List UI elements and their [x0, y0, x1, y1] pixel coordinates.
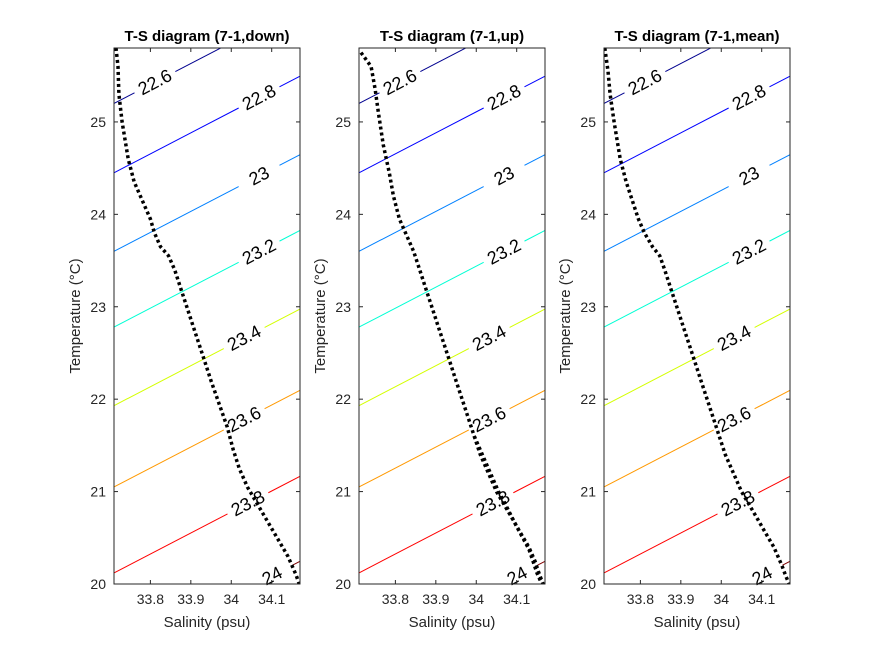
y-tick-label: 24: [90, 206, 106, 222]
y-tick-label: 20: [90, 576, 106, 592]
y-axis-label: Temperature (°C): [67, 258, 84, 373]
contour-line: [359, 186, 484, 252]
contour-line: [264, 308, 300, 328]
contour-line: [524, 75, 545, 88]
contour-line: [359, 107, 484, 174]
x-tick-label: 33.8: [627, 591, 654, 607]
contour-line: [537, 560, 545, 566]
chart-title: T-S diagram (7-1,mean): [614, 28, 779, 45]
x-tick-label: 34: [713, 591, 729, 607]
contour-line: [279, 154, 300, 166]
contour-line: [604, 429, 715, 488]
y-tick-label: 25: [90, 114, 106, 130]
contour-line: [665, 48, 712, 73]
contour-line: [513, 475, 545, 494]
x-axis-label: Salinity (psu): [409, 614, 496, 631]
panel-down: T-S diagram (7-1,down) Salinity (psu) Te…: [67, 28, 301, 631]
plot-area: [114, 48, 300, 584]
contour-line: [359, 429, 470, 488]
y-tick-label: 24: [335, 206, 351, 222]
y-axis-label: Temperature (°C): [557, 258, 574, 373]
ts-profile-line: [604, 48, 790, 584]
contour-line: [359, 92, 380, 104]
x-tick-label: 33.8: [137, 591, 164, 607]
chart-title: T-S diagram (7-1,up): [380, 28, 524, 45]
contour-line: [420, 48, 467, 73]
y-tick-label: 24: [580, 206, 596, 222]
contour-line: [604, 92, 625, 104]
y-tick-label: 20: [580, 576, 596, 592]
y-tick-label: 21: [335, 484, 351, 500]
contour-line: [292, 560, 300, 566]
contour-line: [175, 48, 222, 73]
y-tick-label: 20: [335, 576, 351, 592]
y-tick-label: 23: [580, 299, 596, 315]
x-axis-label: Salinity (psu): [164, 614, 251, 631]
contour-line: [524, 230, 545, 242]
y-tick-label: 25: [335, 114, 351, 130]
axes-box: [603, 47, 791, 585]
contour-line: [114, 107, 239, 174]
y-axis-label: Temperature (°C): [312, 258, 329, 373]
ts-profile-line: [359, 51, 545, 584]
plot-area: [359, 48, 545, 584]
contour-line: [114, 429, 225, 488]
plot-area: [604, 48, 790, 584]
contour-line: [758, 475, 790, 494]
x-tick-label: 33.9: [177, 591, 204, 607]
axes-box: [358, 47, 546, 585]
contour-line: [604, 186, 729, 252]
contour-line: [509, 389, 545, 410]
x-tick-label: 33.9: [667, 591, 694, 607]
axes-box: [113, 47, 301, 585]
contour-line: [359, 261, 484, 328]
contour-line: [359, 513, 473, 574]
contour-line: [268, 475, 300, 494]
y-tick-label: 25: [580, 114, 596, 130]
contour-line: [279, 230, 300, 242]
x-tick-label: 34.1: [258, 591, 285, 607]
chart-title: T-S diagram (7-1,down): [124, 28, 289, 45]
contour-line: [114, 261, 239, 328]
y-tick-label: 21: [90, 484, 106, 500]
panel-mean: T-S diagram (7-1,mean) Salinity (psu) Te…: [557, 28, 791, 631]
ts-profile-line: [114, 48, 300, 584]
x-tick-label: 34.1: [748, 591, 775, 607]
contour-line: [524, 154, 545, 166]
x-tick-label: 33.8: [382, 591, 409, 607]
panel-up: T-S diagram (7-1,up) Salinity (psu) Temp…: [312, 28, 546, 631]
y-tick-label: 22: [580, 391, 596, 407]
contour-line: [114, 513, 228, 574]
contour-line: [782, 560, 790, 566]
contour-line: [604, 513, 718, 574]
ts-profile-line: [472, 435, 543, 583]
y-tick-label: 23: [90, 299, 106, 315]
y-tick-label: 23: [335, 299, 351, 315]
contour-line: [264, 389, 300, 410]
x-tick-label: 34.1: [503, 591, 530, 607]
contour-line: [769, 75, 790, 88]
y-tick-label: 22: [90, 391, 106, 407]
contour-line: [114, 186, 239, 252]
contour-line: [769, 154, 790, 166]
y-tick-label: 22: [335, 391, 351, 407]
contour-line: [754, 389, 790, 410]
contour-line: [769, 230, 790, 242]
x-tick-label: 34: [223, 591, 239, 607]
contour-line: [509, 308, 545, 328]
y-tick-label: 21: [580, 484, 596, 500]
contour-line: [604, 261, 729, 328]
contour-line: [279, 75, 300, 88]
contour-line: [604, 107, 729, 174]
x-axis-label: Salinity (psu): [654, 614, 741, 631]
x-tick-label: 34: [468, 591, 484, 607]
contour-line: [114, 92, 135, 104]
contour-line: [754, 308, 790, 328]
x-tick-label: 33.9: [422, 591, 449, 607]
